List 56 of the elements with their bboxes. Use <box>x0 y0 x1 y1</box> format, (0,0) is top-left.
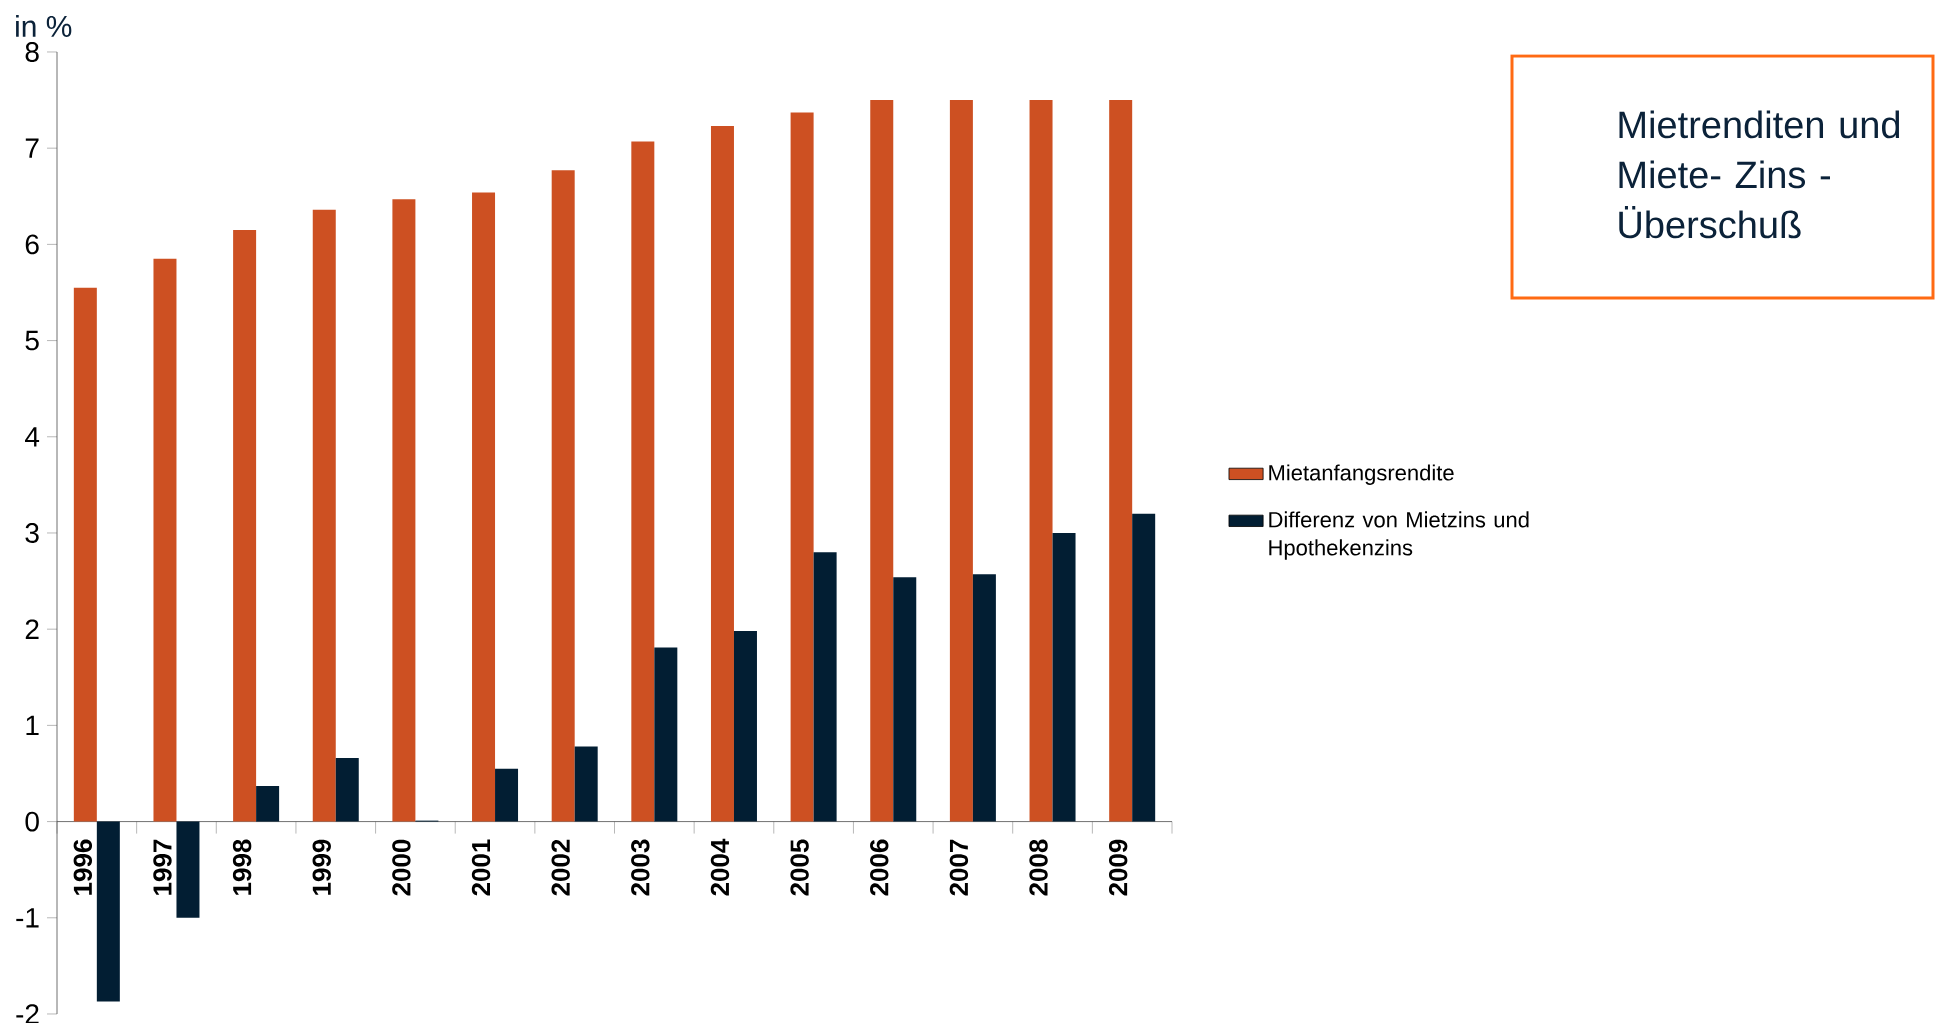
legend-label: Mietanfangsrendite <box>1269 464 1454 485</box>
y-axis-title: in % <box>16 15 72 37</box>
x-tick-label: 2005 <box>790 839 809 896</box>
bar <box>949 100 973 822</box>
bar <box>392 199 416 822</box>
bar <box>1109 100 1133 822</box>
bar <box>710 126 734 822</box>
x-tick-label: 2006 <box>870 839 889 896</box>
y-tick-label: 7 <box>25 138 39 158</box>
x-tick-label: 2003 <box>631 839 650 896</box>
y-tick-label: 0 <box>25 811 39 832</box>
y-tick-label: 1 <box>26 715 39 736</box>
x-tick-label: 1998 <box>232 839 252 895</box>
text: Mietrenditen und Miete- Zins - Überschuß <box>1619 110 1900 239</box>
x-tick-label: 2008 <box>1029 839 1048 896</box>
y-tick-label: 4 <box>25 427 40 447</box>
x-tick-label: 1997 <box>153 839 172 895</box>
bar <box>790 112 814 822</box>
bar <box>631 141 655 822</box>
x-tick-label: 2002 <box>551 839 570 896</box>
bar <box>870 100 894 822</box>
bar <box>1029 100 1053 822</box>
bar <box>312 209 336 822</box>
bar <box>574 746 598 822</box>
bar <box>335 758 359 822</box>
bar <box>654 647 678 822</box>
bar <box>733 631 757 822</box>
x-tick-label: 2004 <box>710 838 730 896</box>
bar <box>256 785 280 822</box>
bar <box>1132 513 1156 822</box>
y-tick-label: 2 <box>25 619 39 639</box>
x-tick-label: 1996 <box>73 839 93 895</box>
x-tick-label: 2007 <box>949 839 969 896</box>
y-tick-label: 5 <box>25 330 39 351</box>
bar <box>233 229 257 822</box>
bar <box>1052 532 1076 822</box>
bar <box>96 821 120 1002</box>
bar <box>472 192 496 822</box>
x-tick-label: 2000 <box>392 839 411 896</box>
bar <box>972 574 996 822</box>
bar <box>73 287 97 822</box>
y-tick-label: -2 <box>16 1004 39 1023</box>
y-tick-label: 6 <box>25 234 39 255</box>
bar <box>495 768 519 822</box>
bar <box>893 577 917 822</box>
x-tick-label: 2001 <box>471 839 491 896</box>
bar <box>176 821 200 918</box>
bar <box>153 258 177 822</box>
y-tick-label: -1 <box>16 908 39 928</box>
y-tick-label: 8 <box>25 42 39 62</box>
x-tick-label: 1999 <box>312 839 331 895</box>
legend-label: Differenz von Mietzins und Hpothekenzins <box>1269 511 1529 560</box>
y-tick-label: 3 <box>25 523 39 543</box>
bar <box>813 552 837 822</box>
bar <box>551 170 575 822</box>
x-tick-label: 2009 <box>1108 839 1128 896</box>
